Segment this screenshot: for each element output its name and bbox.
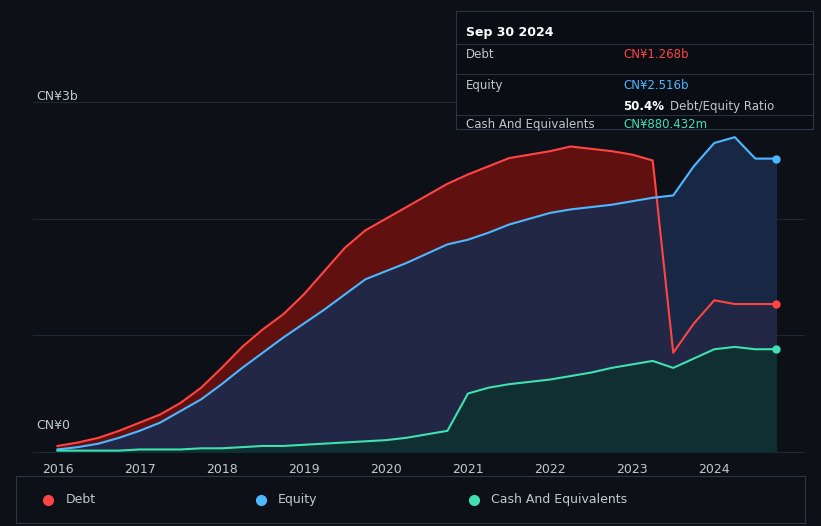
Text: 50.4%: 50.4% [623, 100, 664, 114]
Text: Equity: Equity [466, 79, 504, 92]
Text: CN¥1.268b: CN¥1.268b [623, 48, 689, 62]
Text: Sep 30 2024: Sep 30 2024 [466, 26, 554, 39]
Text: Cash And Equivalents: Cash And Equivalents [491, 493, 627, 506]
Text: Debt: Debt [466, 48, 495, 62]
Text: Debt/Equity Ratio: Debt/Equity Ratio [670, 100, 774, 114]
Text: Cash And Equivalents: Cash And Equivalents [466, 118, 595, 131]
Text: CN¥0: CN¥0 [37, 419, 71, 432]
Text: CN¥2.516b: CN¥2.516b [623, 79, 689, 92]
Text: Equity: Equity [278, 493, 318, 506]
Text: CN¥880.432m: CN¥880.432m [623, 118, 708, 131]
Text: CN¥3b: CN¥3b [37, 90, 79, 103]
Text: Debt: Debt [66, 493, 95, 506]
